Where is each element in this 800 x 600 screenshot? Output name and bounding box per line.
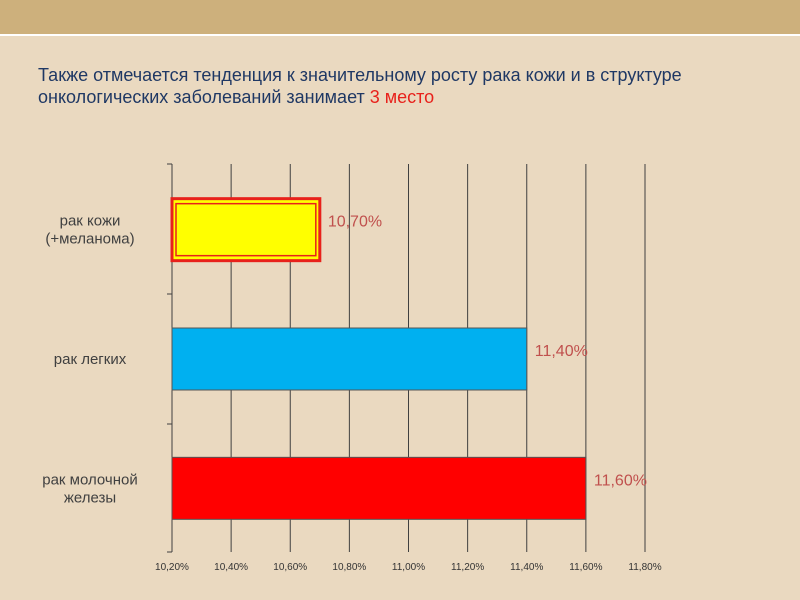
x-tick-label: 10,40%	[214, 562, 248, 573]
category-label: рак легких	[54, 351, 127, 368]
bar	[170, 197, 322, 263]
x-tick-label: 11,00%	[392, 562, 425, 573]
slide-title-text: Также отмечается тенденция к значительно…	[38, 65, 682, 107]
x-tick-label: 10,60%	[273, 562, 307, 573]
value-label: 10,70%	[328, 214, 382, 231]
x-tick-label: 11,80%	[628, 562, 661, 573]
bar-highlight-inner	[175, 202, 317, 257]
bar	[171, 327, 528, 391]
value-label: 11,40%	[535, 343, 588, 360]
value-label: 11,60%	[594, 472, 647, 489]
x-tick-label: 10,20%	[155, 562, 189, 573]
x-tick-label: 10,80%	[332, 562, 366, 573]
top-banner	[0, 0, 800, 36]
slide-title-accent: 3 место	[369, 87, 435, 107]
x-tick-label: 11,60%	[569, 562, 602, 573]
category-label: рак кожи (+меланома)	[45, 213, 134, 248]
slide-title: Также отмечается тенденция к значительно…	[38, 64, 778, 108]
x-tick-label: 11,20%	[451, 562, 484, 573]
category-label: рак молочной железы	[42, 471, 138, 506]
bar	[171, 456, 587, 520]
x-tick-label: 11,40%	[510, 562, 543, 573]
